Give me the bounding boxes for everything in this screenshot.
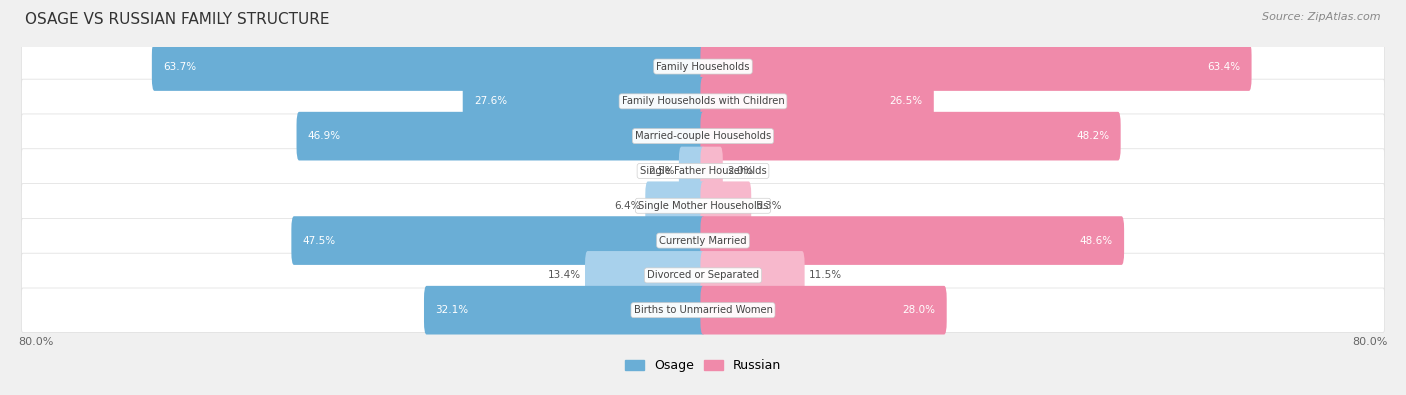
Text: 2.0%: 2.0%: [727, 166, 754, 176]
Text: 5.3%: 5.3%: [755, 201, 782, 211]
FancyBboxPatch shape: [21, 184, 1385, 228]
Text: 13.4%: 13.4%: [547, 271, 581, 280]
Text: 28.0%: 28.0%: [903, 305, 935, 315]
FancyBboxPatch shape: [21, 288, 1385, 332]
FancyBboxPatch shape: [700, 112, 1121, 160]
FancyBboxPatch shape: [21, 114, 1385, 158]
FancyBboxPatch shape: [700, 251, 804, 300]
FancyBboxPatch shape: [21, 149, 1385, 193]
Text: OSAGE VS RUSSIAN FAMILY STRUCTURE: OSAGE VS RUSSIAN FAMILY STRUCTURE: [25, 12, 330, 27]
Text: 47.5%: 47.5%: [302, 235, 336, 246]
Text: 80.0%: 80.0%: [1353, 337, 1388, 347]
FancyBboxPatch shape: [700, 77, 934, 126]
FancyBboxPatch shape: [679, 147, 706, 195]
FancyBboxPatch shape: [700, 286, 946, 335]
Text: 32.1%: 32.1%: [436, 305, 468, 315]
Text: 63.7%: 63.7%: [163, 62, 197, 71]
FancyBboxPatch shape: [21, 79, 1385, 124]
FancyBboxPatch shape: [463, 77, 706, 126]
Text: 48.6%: 48.6%: [1080, 235, 1114, 246]
Text: Currently Married: Currently Married: [659, 235, 747, 246]
FancyBboxPatch shape: [425, 286, 706, 335]
FancyBboxPatch shape: [297, 112, 706, 160]
Text: Married-couple Households: Married-couple Households: [636, 131, 770, 141]
FancyBboxPatch shape: [700, 181, 751, 230]
FancyBboxPatch shape: [21, 218, 1385, 263]
FancyBboxPatch shape: [291, 216, 706, 265]
Text: 80.0%: 80.0%: [18, 337, 53, 347]
Text: 26.5%: 26.5%: [890, 96, 922, 106]
Legend: Osage, Russian: Osage, Russian: [620, 354, 786, 377]
Text: Single Mother Households: Single Mother Households: [638, 201, 768, 211]
Text: Family Households: Family Households: [657, 62, 749, 71]
Text: Single Father Households: Single Father Households: [640, 166, 766, 176]
FancyBboxPatch shape: [152, 42, 706, 91]
Text: Births to Unmarried Women: Births to Unmarried Women: [634, 305, 772, 315]
Text: 63.4%: 63.4%: [1208, 62, 1240, 71]
FancyBboxPatch shape: [585, 251, 706, 300]
Text: Divorced or Separated: Divorced or Separated: [647, 271, 759, 280]
FancyBboxPatch shape: [700, 42, 1251, 91]
Text: Source: ZipAtlas.com: Source: ZipAtlas.com: [1263, 12, 1381, 22]
Text: 11.5%: 11.5%: [808, 271, 842, 280]
FancyBboxPatch shape: [21, 253, 1385, 297]
Text: 48.2%: 48.2%: [1077, 131, 1109, 141]
Text: 6.4%: 6.4%: [614, 201, 641, 211]
FancyBboxPatch shape: [645, 181, 706, 230]
Text: 27.6%: 27.6%: [474, 96, 508, 106]
Text: 46.9%: 46.9%: [308, 131, 340, 141]
FancyBboxPatch shape: [700, 216, 1125, 265]
Text: 2.5%: 2.5%: [648, 166, 675, 176]
FancyBboxPatch shape: [21, 44, 1385, 89]
FancyBboxPatch shape: [700, 147, 723, 195]
Text: Family Households with Children: Family Households with Children: [621, 96, 785, 106]
